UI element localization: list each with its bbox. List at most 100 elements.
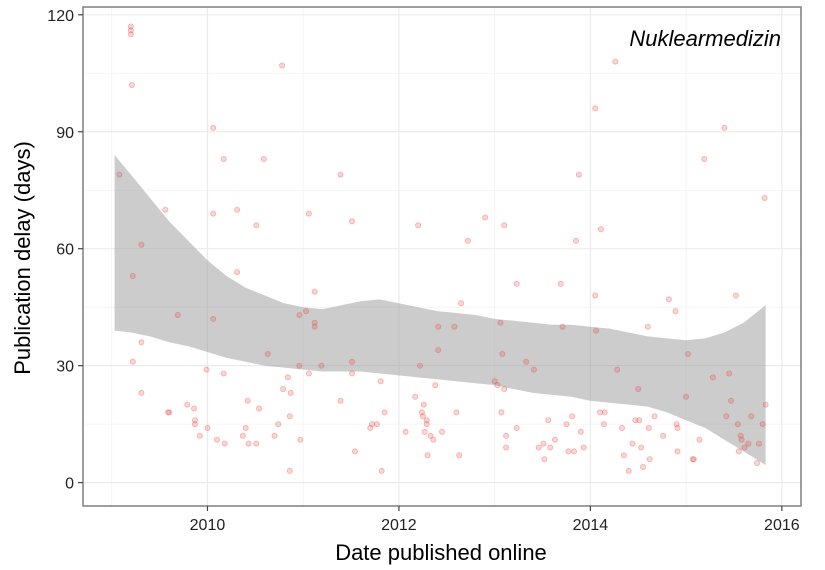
data-point [129, 272, 136, 279]
data-point [754, 460, 761, 467]
data-point [651, 413, 658, 420]
data-point [284, 374, 291, 381]
data-points [116, 23, 769, 474]
data-point [513, 424, 520, 431]
data-point [415, 222, 422, 229]
data-point [741, 444, 748, 451]
data-point [612, 58, 619, 65]
data-point [738, 436, 745, 443]
data-point [600, 421, 607, 428]
data-point [337, 171, 344, 178]
x-tick-label: 2012 [381, 517, 417, 534]
data-point [665, 296, 672, 303]
data-point [221, 440, 228, 447]
data-point [420, 401, 427, 408]
data-point [732, 292, 739, 299]
x-tick-label: 2016 [764, 517, 800, 534]
data-point [728, 397, 735, 404]
data-point [646, 456, 653, 463]
data-point [275, 421, 282, 428]
data-point [640, 463, 647, 470]
data-point [503, 432, 510, 439]
data-point [234, 206, 241, 213]
data-point [629, 440, 636, 447]
data-point [748, 413, 755, 420]
data-point [253, 222, 260, 229]
data-point [569, 413, 576, 420]
data-point [196, 432, 203, 439]
data-point [575, 171, 582, 178]
data-point [402, 428, 409, 435]
data-point [419, 413, 426, 420]
data-point [244, 397, 251, 404]
y-axis-title: Publication delay (days) [10, 141, 35, 375]
data-point [701, 155, 708, 162]
data-point [513, 280, 520, 287]
data-point [416, 362, 423, 369]
data-point [762, 401, 769, 408]
data-point [303, 308, 310, 315]
data-point [348, 358, 355, 365]
data-point [523, 358, 530, 365]
data-point [571, 448, 578, 455]
data-point [287, 389, 294, 396]
data-point [592, 292, 599, 299]
y-tick-label: 30 [56, 359, 74, 376]
data-point [453, 409, 460, 416]
data-point [580, 444, 587, 451]
data-point [761, 194, 768, 201]
data-point [491, 378, 498, 385]
data-point [660, 432, 667, 439]
data-point [220, 370, 227, 377]
data-point [601, 409, 608, 416]
data-point [418, 409, 425, 416]
data-point [245, 440, 252, 447]
data-point [213, 436, 220, 443]
data-point [636, 417, 643, 424]
panel-border [82, 6, 802, 507]
data-point [614, 366, 621, 373]
data-point [203, 366, 210, 373]
data-point [369, 421, 376, 428]
x-tick-label: 2014 [573, 517, 609, 534]
data-point [210, 210, 217, 217]
data-point [253, 440, 260, 447]
data-point [734, 421, 741, 428]
data-point [138, 241, 145, 248]
data-point [597, 409, 604, 416]
data-point [127, 27, 134, 34]
data-point [501, 385, 508, 392]
data-point [690, 456, 697, 463]
data-point [494, 382, 501, 389]
data-point [191, 417, 198, 424]
data-point [423, 417, 430, 424]
data-point [210, 315, 217, 322]
data-point [726, 370, 733, 377]
data-point [367, 424, 374, 431]
data-point [348, 370, 355, 377]
data-point [499, 350, 506, 357]
data-point [755, 440, 762, 447]
data-point [545, 417, 552, 424]
data-point [759, 421, 766, 428]
confidence-band [114, 155, 766, 466]
data-point [577, 428, 584, 435]
data-point [503, 444, 510, 451]
confidence-band-area [114, 155, 766, 466]
data-point [191, 405, 198, 412]
y-axis-ticks: 0 30 60 90 120 [47, 8, 83, 493]
data-point [424, 452, 431, 459]
data-point [220, 155, 227, 162]
data-point [482, 214, 489, 221]
data-point [421, 428, 428, 435]
data-point [674, 448, 681, 455]
data-point [547, 444, 554, 451]
data-point [683, 393, 690, 400]
y-tick-label: 0 [65, 476, 74, 493]
data-point [260, 155, 267, 162]
data-point [412, 393, 419, 400]
data-point [696, 436, 703, 443]
data-point [644, 323, 651, 330]
data-point [645, 424, 652, 431]
data-point [735, 448, 742, 455]
